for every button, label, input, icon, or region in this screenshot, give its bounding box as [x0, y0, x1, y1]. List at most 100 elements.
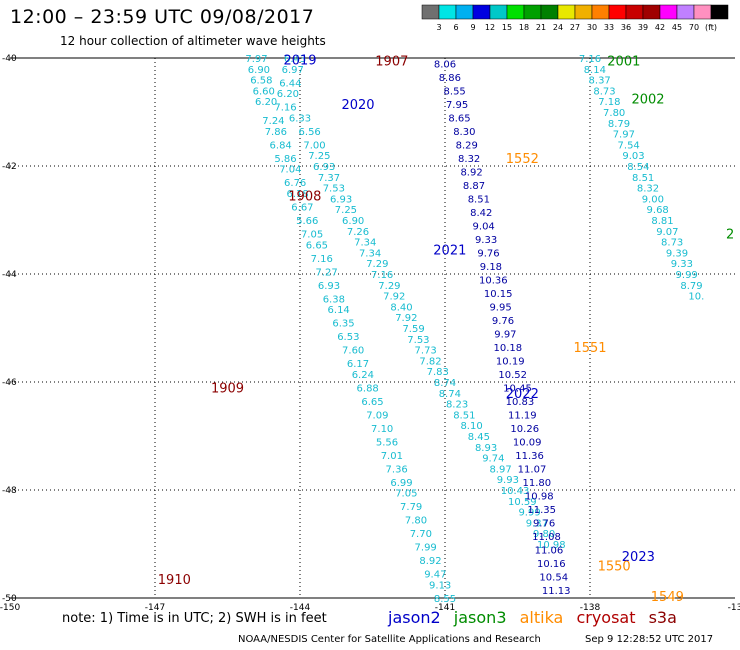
data-point-label: 6.99 — [390, 478, 412, 489]
chart-title: 12:00 – 23:59 UTC 09/08/2017 — [10, 6, 315, 28]
data-point-label: 9.99 — [676, 270, 698, 281]
pass-number-label: 2019 — [283, 54, 316, 69]
data-point-label: 8.51 — [468, 194, 490, 205]
pass-number-label: 2021 — [433, 244, 466, 259]
data-point-label: 11.07 — [518, 464, 547, 475]
data-point-label: 10.52 — [498, 370, 527, 381]
data-point-label: 6.44 — [279, 78, 301, 89]
data-point-label: 10.59 — [508, 497, 537, 508]
data-point-label: 6.97 — [282, 65, 304, 76]
x-tick-label: -141 — [435, 603, 455, 613]
data-point-label: 9.18 — [480, 262, 502, 273]
colorbar-label: 27 — [570, 23, 580, 32]
data-point-label: 6.90 — [342, 216, 364, 227]
colorbar-label: 6 — [453, 23, 458, 32]
data-point-label: 7.00 — [303, 140, 325, 151]
data-point-label: 6.76 — [284, 178, 306, 189]
pass-number-label: 2002 — [631, 93, 664, 108]
data-point-label: 11.06 — [535, 545, 564, 556]
data-point-label: 9.80 — [533, 529, 555, 540]
data-point-label: 10.19 — [496, 356, 525, 367]
data-point-label: 7.25 — [308, 151, 330, 162]
x-tick-label: -150 — [0, 603, 20, 613]
data-point-label: 7.16 — [274, 103, 296, 114]
data-point-label: 6.20 — [255, 97, 277, 108]
x-tick-label: -138 — [580, 603, 601, 613]
data-point-label: 9.13 — [429, 581, 451, 592]
data-point-label: 8.81 — [651, 216, 673, 227]
data-point-label: 8.51 — [632, 173, 654, 184]
data-point-label: 7.26 — [347, 227, 369, 238]
colorbar-swatch — [557, 4, 576, 20]
data-point-label: 8.10 — [460, 421, 482, 432]
data-point-label: 7.18 — [598, 97, 620, 108]
data-point-label: 8.23 — [446, 400, 468, 411]
colorbar-swatch — [625, 4, 644, 20]
colorbar-label: 39 — [638, 23, 648, 32]
data-point-label: 7.05 — [395, 489, 417, 500]
data-point-label: 10.54 — [539, 572, 568, 583]
pass-number-label: 1551 — [573, 341, 606, 356]
data-point-label: 6.60 — [253, 86, 275, 97]
data-point-label: 8.55 — [444, 86, 466, 97]
pass-number-label: 1552 — [506, 152, 539, 167]
data-point-label: 9.99 — [518, 508, 540, 519]
data-point-label: 7.01 — [381, 451, 403, 462]
data-point-label: 6.35 — [332, 319, 354, 330]
data-point-label: 9.76 — [477, 248, 499, 259]
colorbar-label: 24 — [553, 23, 563, 32]
colorbar-swatch — [591, 4, 610, 20]
colorbar-label: 18 — [519, 23, 529, 32]
data-point-label: 7.36 — [386, 464, 408, 475]
data-point-label: 7.82 — [419, 356, 441, 367]
data-point-label: 6.84 — [270, 140, 292, 151]
colorbar-label: 45 — [672, 23, 682, 32]
data-point-label: 8.74 — [434, 378, 456, 389]
data-point-label: 8.32 — [458, 154, 480, 165]
data-point-label: 9.33 — [671, 259, 693, 270]
data-point-label: 6.67 — [291, 203, 313, 214]
data-point-label: 6.20 — [277, 89, 299, 100]
colorbar-swatch — [608, 4, 627, 20]
colorbar-swatch — [710, 4, 729, 20]
colorbar-label: 33 — [604, 23, 614, 32]
colorbar-swatch — [506, 4, 525, 20]
data-point-label: 8.93 — [475, 443, 497, 454]
data-point-label: 8.51 — [453, 410, 475, 421]
pass-number-label: 2020 — [341, 98, 374, 113]
data-point-label: 9.00 — [642, 194, 664, 205]
data-point-label: 6.88 — [357, 383, 379, 394]
x-tick-label: -13 — [728, 603, 740, 613]
data-point-label: 7.92 — [395, 313, 417, 324]
data-point-label: 7.54 — [618, 140, 640, 151]
colorbar-label: 12 — [485, 23, 495, 32]
pass-number-label: 2001 — [607, 55, 640, 70]
data-point-label: 7.97 — [613, 130, 635, 141]
data-point-label: 8.45 — [468, 432, 490, 443]
colorbar-swatch — [489, 4, 508, 20]
data-point-label: 10.98 — [525, 491, 554, 502]
data-point-label: 5.86 — [274, 154, 296, 165]
data-point-label: 8.54 — [627, 162, 649, 173]
data-point-label: 7.70 — [410, 529, 432, 540]
data-point-label: 9.74 — [482, 454, 504, 465]
colorbar-swatch — [421, 4, 440, 20]
data-point-label: 8.40 — [390, 302, 412, 313]
pass-number-label: 2 — [726, 228, 734, 243]
footer-note: note: 1) Time is in UTC; 2) SWH is in fe… — [62, 611, 327, 626]
data-point-label: 8.37 — [589, 76, 611, 87]
colorbar-label: 36 — [621, 23, 631, 32]
colorbar-swatch — [523, 4, 542, 20]
data-point-label: 8.32 — [637, 184, 659, 195]
colorbar-label: 30 — [587, 23, 597, 32]
data-point-label: 7.16 — [579, 54, 601, 65]
data-point-label: 7.80 — [405, 516, 427, 527]
data-point-label: 6.24 — [352, 370, 374, 381]
x-tick-label: -144 — [290, 603, 311, 613]
colorbar-swatch — [472, 4, 491, 20]
data-point-label: 8.87 — [463, 181, 485, 192]
y-tick-label: -50 — [2, 594, 17, 604]
data-point-label: 6.17 — [347, 359, 369, 370]
data-point-label: 8.65 — [448, 113, 470, 124]
pass-number-label: 2023 — [622, 550, 655, 565]
